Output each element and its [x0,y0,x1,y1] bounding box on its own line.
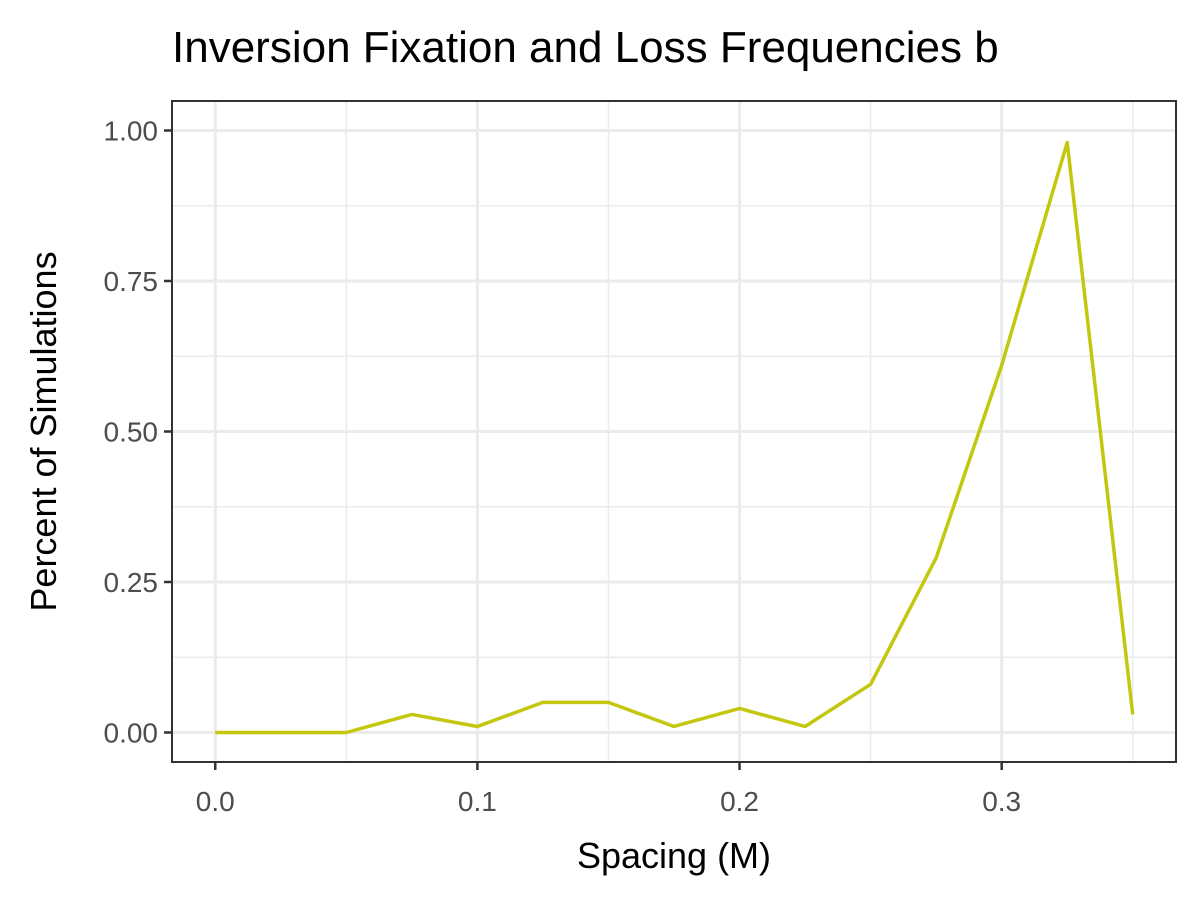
x-tick-label: 0.3 [982,786,1021,817]
y-tick-label: 0.25 [104,567,159,598]
y-tick-label: 0.00 [104,718,159,749]
series-layer [215,140,1135,735]
x-axis-title: Spacing (M) [577,835,771,876]
x-tick-label: 0.2 [720,786,759,817]
y-tick-label: 1.00 [104,115,159,146]
y-axis-title: Percent of Simulations [23,251,64,611]
series-line-frequency [215,140,1135,735]
x-tick-label: 0.1 [458,786,497,817]
y-tick-label: 0.50 [104,417,159,448]
x-tick-label: 0.0 [196,786,235,817]
axes: 0.0 0.1 0.2 0.3 0.00 0.25 0.50 0.75 1.00 [104,115,1022,817]
chart-title: Inversion Fixation and Loss Frequencies … [172,23,999,72]
grid-lines [172,101,1176,762]
y-tick-label: 0.75 [104,266,159,297]
